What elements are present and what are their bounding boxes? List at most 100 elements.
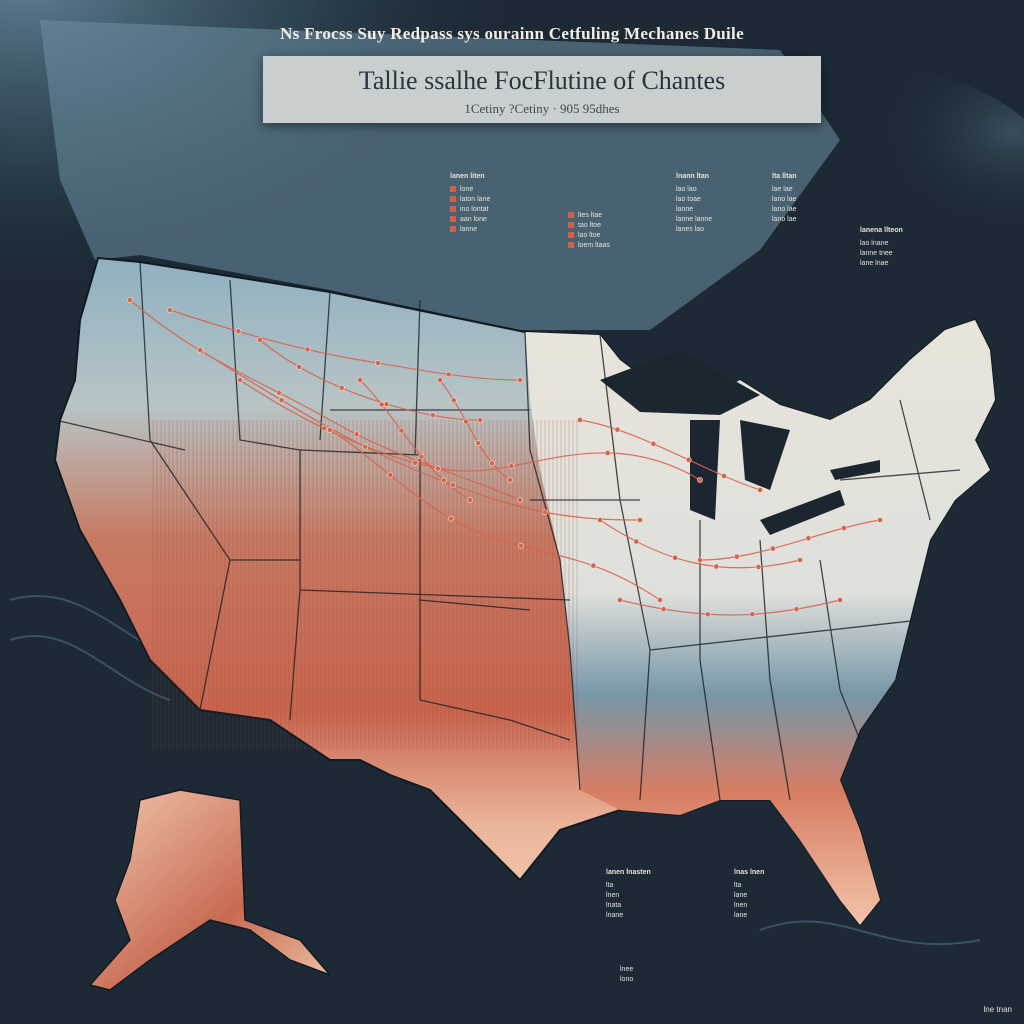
legend-row: lano lae — [772, 216, 797, 223]
legend-swatch — [450, 196, 456, 203]
route-node — [793, 606, 800, 613]
legend-row: lanne — [676, 206, 694, 213]
route-node — [338, 385, 345, 391]
route-node — [278, 397, 285, 404]
route-node — [697, 557, 703, 563]
route-node — [304, 346, 311, 353]
route-node — [517, 377, 523, 383]
legend-row: lane — [734, 912, 748, 919]
legend-row: tao ltoe — [568, 221, 610, 231]
legend-swatch — [568, 242, 574, 249]
corner-note: lne tnan — [983, 1005, 1012, 1014]
legend-head: lta lltan — [772, 173, 797, 180]
route-node — [660, 606, 667, 613]
route-node — [597, 517, 603, 523]
route-node — [235, 328, 242, 335]
route-node — [757, 487, 763, 493]
legend-swatch — [450, 216, 456, 223]
legend-row: lanne lanne — [676, 216, 713, 223]
route-node — [508, 463, 515, 469]
legend-row: lane lnae — [860, 260, 889, 267]
legend-row: lone — [450, 185, 490, 195]
route-node — [577, 417, 583, 423]
route-node — [450, 481, 456, 488]
route-node — [398, 427, 405, 434]
legend-swatch — [450, 186, 456, 193]
route-node — [296, 364, 303, 370]
route-node — [650, 440, 657, 447]
route-node — [672, 554, 679, 561]
legend-row: lnee — [620, 966, 634, 973]
route-node — [841, 525, 847, 531]
sea-swirl-3 — [759, 920, 981, 946]
legend-head: lanen liten — [450, 173, 485, 180]
route-node — [755, 564, 762, 570]
sea-swirl-2 — [9, 634, 171, 701]
route-node — [477, 417, 483, 423]
route-node — [353, 431, 360, 438]
legend-block-6: lanen lnasten lta lnen lnata lnane — [606, 868, 651, 921]
route-node — [697, 477, 703, 483]
legend-row: laton lane — [450, 195, 490, 205]
route-node — [321, 425, 328, 432]
route-node — [167, 307, 173, 313]
legend-block-8: lnee lono — [620, 962, 633, 985]
legend-row: aan lone — [450, 215, 490, 225]
route-node — [489, 460, 495, 467]
route-node — [877, 517, 883, 523]
legend-row: lanne tnee — [860, 250, 893, 257]
legend-block-4: lta lltan lae lae lano lae lano lae lano… — [772, 172, 797, 225]
legend-row: lanes lao — [676, 226, 705, 233]
route-node — [590, 562, 597, 569]
route-node — [418, 453, 425, 460]
route-node — [429, 412, 436, 419]
lake-erie — [760, 490, 845, 535]
route-node — [450, 397, 457, 404]
map-subtitle: 1Cetiny ?Cetiny · 905 95dhes — [464, 101, 620, 116]
legend-head: lnas lnen — [734, 869, 765, 876]
legend-block-1: lanen liten lone laton lane ino lontat a… — [450, 172, 490, 235]
route-node — [614, 426, 621, 433]
route-node — [412, 459, 419, 466]
route-node — [327, 427, 333, 433]
legend-head: lanena llteon — [860, 227, 903, 234]
lake-superior — [600, 350, 760, 415]
route-node — [197, 347, 203, 353]
legend-row: lta — [734, 882, 742, 889]
route-node — [375, 360, 381, 366]
legend-swatch — [568, 232, 574, 239]
legend-row: lono — [620, 976, 634, 983]
route-node — [749, 611, 756, 618]
route-node — [733, 553, 740, 560]
route-node — [257, 337, 263, 343]
route-node — [357, 377, 363, 383]
legend-row: lano lae — [772, 196, 797, 203]
route-node — [378, 401, 385, 408]
route-node — [518, 542, 524, 549]
legend-swatch — [450, 206, 456, 213]
route-node — [437, 377, 443, 383]
legend-block-3: lnann ltan lao lao lao toae lanne lanne … — [676, 172, 712, 235]
route-node — [685, 457, 692, 463]
legend-row: lanne — [450, 225, 490, 235]
legend-row: lao toae — [676, 196, 701, 203]
route-node — [637, 517, 643, 523]
route-node — [383, 401, 390, 407]
legend-swatch — [568, 212, 574, 219]
legend-row: lnane — [606, 912, 624, 919]
legend-block-7: lnas lnen lta lane lnen lane — [734, 868, 764, 921]
route-node — [127, 297, 133, 303]
legend-row: lnen — [734, 902, 748, 909]
route-node — [633, 538, 640, 545]
legend-row: ltes ltae — [568, 211, 610, 221]
route-node — [657, 597, 663, 603]
route-node — [837, 597, 843, 603]
route-node — [704, 611, 711, 618]
legend-row: lae lae — [772, 186, 793, 193]
route-node — [276, 389, 282, 396]
legend-row: loem ltaas — [568, 241, 610, 251]
legend-row: lnen — [606, 892, 620, 899]
route-node — [387, 472, 394, 478]
headline: Ns Frocss Suy Redpass sys ourainn Cetful… — [280, 24, 744, 43]
